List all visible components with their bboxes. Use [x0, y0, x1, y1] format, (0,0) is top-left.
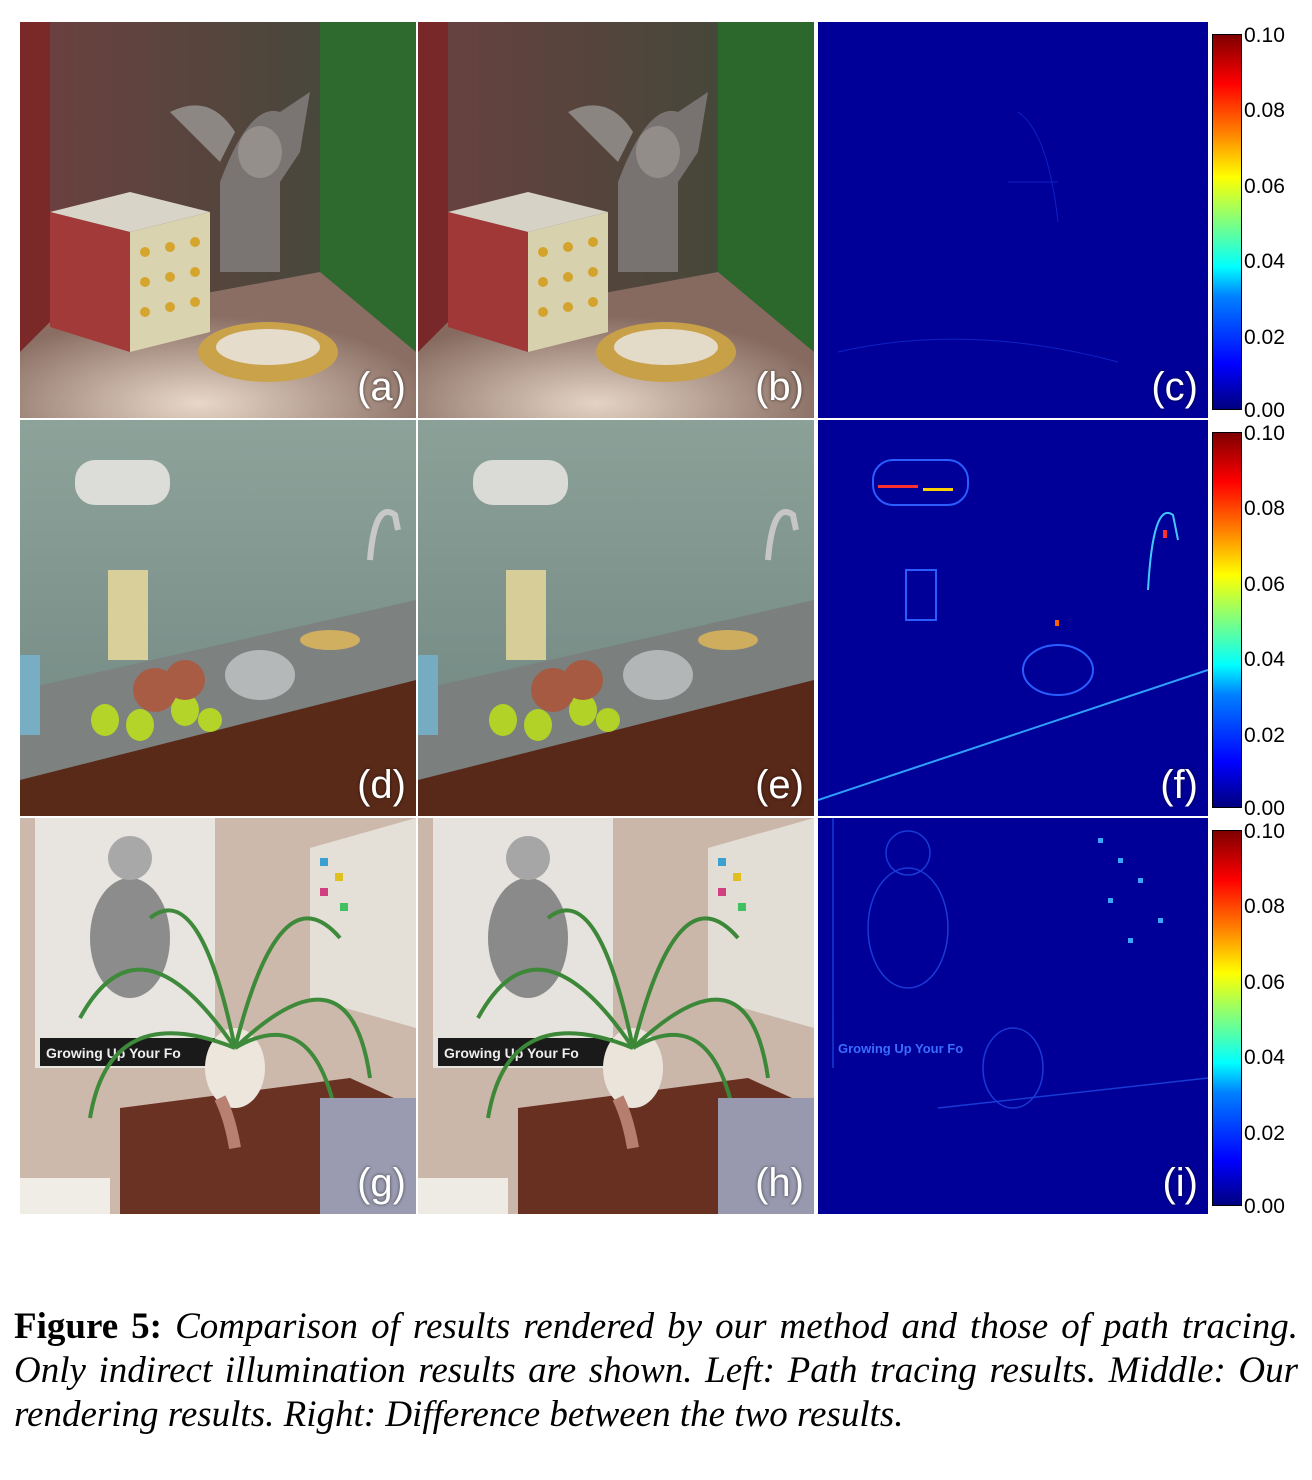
colorbar-tick: 0.04	[1244, 1046, 1285, 1069]
panel-label: (e)	[755, 763, 804, 807]
panel-h-our-method-living-room: Growing Up Your Fo (h)	[418, 818, 814, 1214]
colorbar-tick: 0.00	[1244, 797, 1285, 820]
kitchen-scene-image	[418, 420, 814, 816]
colorbar-row1	[1212, 34, 1242, 410]
panel-a-path-tracing-gargoyle: (a)	[20, 22, 416, 418]
panel-label: (i)	[1162, 1161, 1198, 1205]
difference-map-image: Growing Up Your Fo	[818, 818, 1208, 1214]
difference-map-image	[818, 420, 1208, 816]
colorbar-tick: 0.08	[1244, 99, 1285, 122]
gargoyle-scene-image	[418, 22, 814, 418]
poster-caption: Growing Up Your Fo	[444, 1045, 579, 1061]
living-room-scene-image: Growing Up Your Fo	[20, 818, 416, 1214]
panel-label: (h)	[755, 1161, 804, 1205]
living-room-scene-image: Growing Up Your Fo	[418, 818, 814, 1214]
figure-label: Figure 5:	[14, 1306, 163, 1347]
figure-5: (a) (b)	[20, 22, 1285, 1218]
panel-g-path-tracing-living-room: Growing Up Your Fo (g)	[20, 818, 416, 1214]
figure-caption-text: Comparison of results rendered by our me…	[14, 1306, 1298, 1435]
panel-label: (f)	[1160, 763, 1198, 807]
colorbar-tick: 0.10	[1244, 820, 1285, 843]
panel-label: (b)	[755, 365, 804, 409]
panel-i-difference-living-room: Growing Up Your Fo (i)	[818, 818, 1208, 1214]
colorbar-tick: 0.06	[1244, 175, 1285, 198]
colorbar-tick: 0.00	[1244, 1195, 1285, 1218]
poster-caption-edges: Growing Up Your Fo	[838, 1041, 963, 1056]
panel-f-difference-kitchen: (f)	[818, 420, 1208, 816]
colorbar-tick: 0.00	[1244, 399, 1285, 422]
colorbar-row3	[1212, 830, 1242, 1206]
kitchen-scene-image	[20, 420, 416, 816]
panel-label: (g)	[357, 1161, 406, 1205]
colorbar-row2	[1212, 432, 1242, 808]
panel-label: (d)	[357, 763, 406, 807]
gargoyle-scene-image	[20, 22, 416, 418]
panel-d-path-tracing-kitchen: (d)	[20, 420, 416, 816]
colorbar-tick: 0.10	[1244, 422, 1285, 445]
colorbar-tick: 0.02	[1244, 724, 1285, 747]
colorbar-tick: 0.08	[1244, 497, 1285, 520]
colorbar-tick: 0.10	[1244, 24, 1285, 47]
colorbar-tick: 0.02	[1244, 1122, 1285, 1145]
colorbar-tick: 0.08	[1244, 895, 1285, 918]
panel-e-our-method-kitchen: (e)	[418, 420, 814, 816]
colorbar-tick: 0.06	[1244, 971, 1285, 994]
figure-caption: Figure 5: Comparison of results rendered…	[14, 1305, 1298, 1437]
colorbar-tick: 0.04	[1244, 648, 1285, 671]
poster-caption: Growing Up Your Fo	[46, 1045, 181, 1061]
panel-label: (c)	[1151, 365, 1198, 409]
panel-label: (a)	[357, 365, 406, 409]
difference-map-image	[818, 22, 1208, 418]
panel-b-our-method-gargoyle: (b)	[418, 22, 814, 418]
panel-c-difference-gargoyle: (c)	[818, 22, 1208, 418]
colorbar-tick: 0.06	[1244, 573, 1285, 596]
colorbar-tick: 0.04	[1244, 250, 1285, 273]
colorbar-tick: 0.02	[1244, 326, 1285, 349]
